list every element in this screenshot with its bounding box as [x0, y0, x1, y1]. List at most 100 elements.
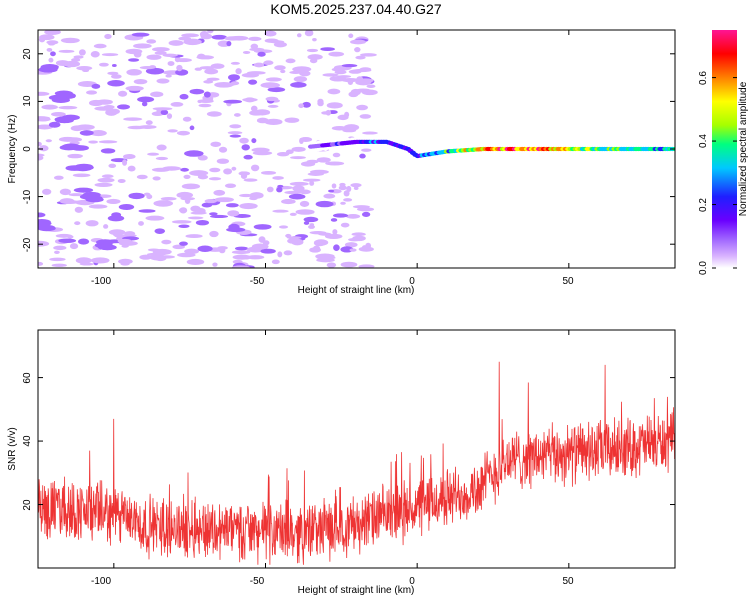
heatmap-cell [272, 209, 289, 213]
heatmap-cell [178, 208, 186, 213]
heatmap-cell [340, 222, 350, 228]
heatmap-cell [232, 254, 252, 260]
colorbar-tick-label-3: 0.4 [698, 134, 709, 148]
heatmap-cell [248, 36, 262, 42]
snr-frame [37, 329, 676, 569]
heatmap-cell [123, 117, 143, 121]
heatmap-cell [125, 85, 144, 91]
heatmap-cell [355, 55, 366, 60]
heatmap-cell [70, 145, 89, 151]
heatmap-cell [249, 110, 264, 116]
heatmap-cell [213, 189, 226, 196]
heatmap-cell [292, 66, 312, 73]
heatmap-cell [235, 68, 242, 75]
heatmap-cell [187, 216, 204, 220]
heatmap-cell [271, 259, 280, 265]
heatmap-cell [53, 175, 64, 180]
heatmap-cell [107, 215, 125, 222]
heatmap-cell [166, 113, 173, 119]
heatmap-cell [178, 36, 192, 41]
heatmap-cell [208, 177, 222, 181]
heatmap-cell [343, 124, 360, 131]
snr-xtick-label-2: -50 [250, 576, 265, 587]
heatmap-cell [171, 220, 192, 224]
heatmap-cell [292, 185, 305, 192]
heatmap-cell [284, 117, 300, 123]
colorbar-tick-label-1: 0.0 [698, 261, 709, 275]
heatmap-cell [123, 154, 136, 160]
heatmap-cell [313, 239, 329, 246]
heatmap-cell [296, 33, 302, 38]
heatmap-cell [290, 156, 306, 160]
heatmap-cell [317, 100, 324, 107]
heatmap-cell [354, 47, 361, 53]
heatmap-cell [137, 96, 155, 103]
heatmap-cell [91, 83, 101, 89]
heatmap-cell [133, 43, 152, 49]
spectrogram-xtick-label-4: 50 [562, 276, 574, 287]
heatmap-cell [128, 192, 145, 200]
heatmap-cell [250, 164, 260, 172]
heatmap-cell [73, 55, 84, 59]
snr-ytick-label-1: 20 [22, 499, 33, 511]
colorbar-tick-label-4: 0.6 [698, 71, 709, 85]
heatmap-cell [348, 69, 362, 74]
heatmap-cell [267, 104, 279, 108]
heatmap-cell [303, 221, 310, 225]
heatmap-cell [357, 207, 375, 212]
heatmap-cell [190, 205, 201, 212]
heatmap-cell [41, 104, 58, 110]
heatmap-cell [352, 205, 370, 209]
spectrogram-ytick-label-1: -20 [22, 237, 33, 252]
heatmap-cell [38, 117, 51, 122]
spectrogram-xtick-label-2: -50 [250, 276, 265, 287]
heatmap-cell [99, 62, 109, 67]
heatmap-cell [181, 33, 199, 38]
heatmap-cell [320, 47, 335, 52]
heatmap-cell [176, 64, 183, 72]
heatmap-cell [139, 254, 153, 260]
heatmap-cell [189, 170, 209, 176]
heatmap-cell [289, 181, 309, 186]
heatmap-cell [302, 178, 321, 182]
heatmap-cell [117, 178, 126, 184]
heatmap-cell [353, 186, 359, 190]
heatmap-cell [93, 43, 107, 49]
heatmap-cell [326, 102, 343, 109]
heatmap-cell [338, 185, 347, 191]
heatmap-cell [90, 130, 107, 137]
heatmap-cell [147, 152, 160, 156]
heatmap-cell [104, 33, 112, 40]
heatmap-cell [151, 167, 171, 172]
heatmap-cell [179, 93, 189, 100]
heatmap-cell [332, 213, 349, 218]
heatmap-cell [111, 63, 117, 68]
heatmap-cell [342, 129, 357, 133]
heatmap-cell [127, 58, 140, 62]
heatmap-cell [229, 124, 242, 129]
heatmap-cell [48, 57, 54, 63]
heatmap-cell [241, 72, 259, 78]
heatmap-cell [180, 167, 189, 172]
heatmap-cell [98, 244, 117, 251]
heatmap-cell [227, 131, 243, 135]
heatmap-cell [138, 209, 156, 213]
heatmap-cell [226, 227, 246, 233]
heatmap-cell [218, 247, 226, 254]
heatmap-cell [203, 80, 214, 84]
heatmap-cell [223, 168, 233, 175]
heatmap-cell [325, 109, 332, 116]
heatmap-cell [45, 139, 52, 143]
heatmap-cell [359, 114, 372, 119]
heatmap-cell [260, 248, 276, 254]
heatmap-cell [49, 257, 66, 262]
heatmap-cell [90, 257, 110, 264]
heatmap-cell [267, 87, 286, 93]
heatmap-cell [60, 37, 80, 44]
heatmap-cell [251, 243, 269, 250]
heatmap-cell [239, 137, 249, 144]
heatmap-cell [328, 51, 345, 57]
heatmap-cell [293, 76, 308, 83]
heatmap-cell [195, 219, 210, 226]
heatmap-cell [322, 73, 339, 77]
